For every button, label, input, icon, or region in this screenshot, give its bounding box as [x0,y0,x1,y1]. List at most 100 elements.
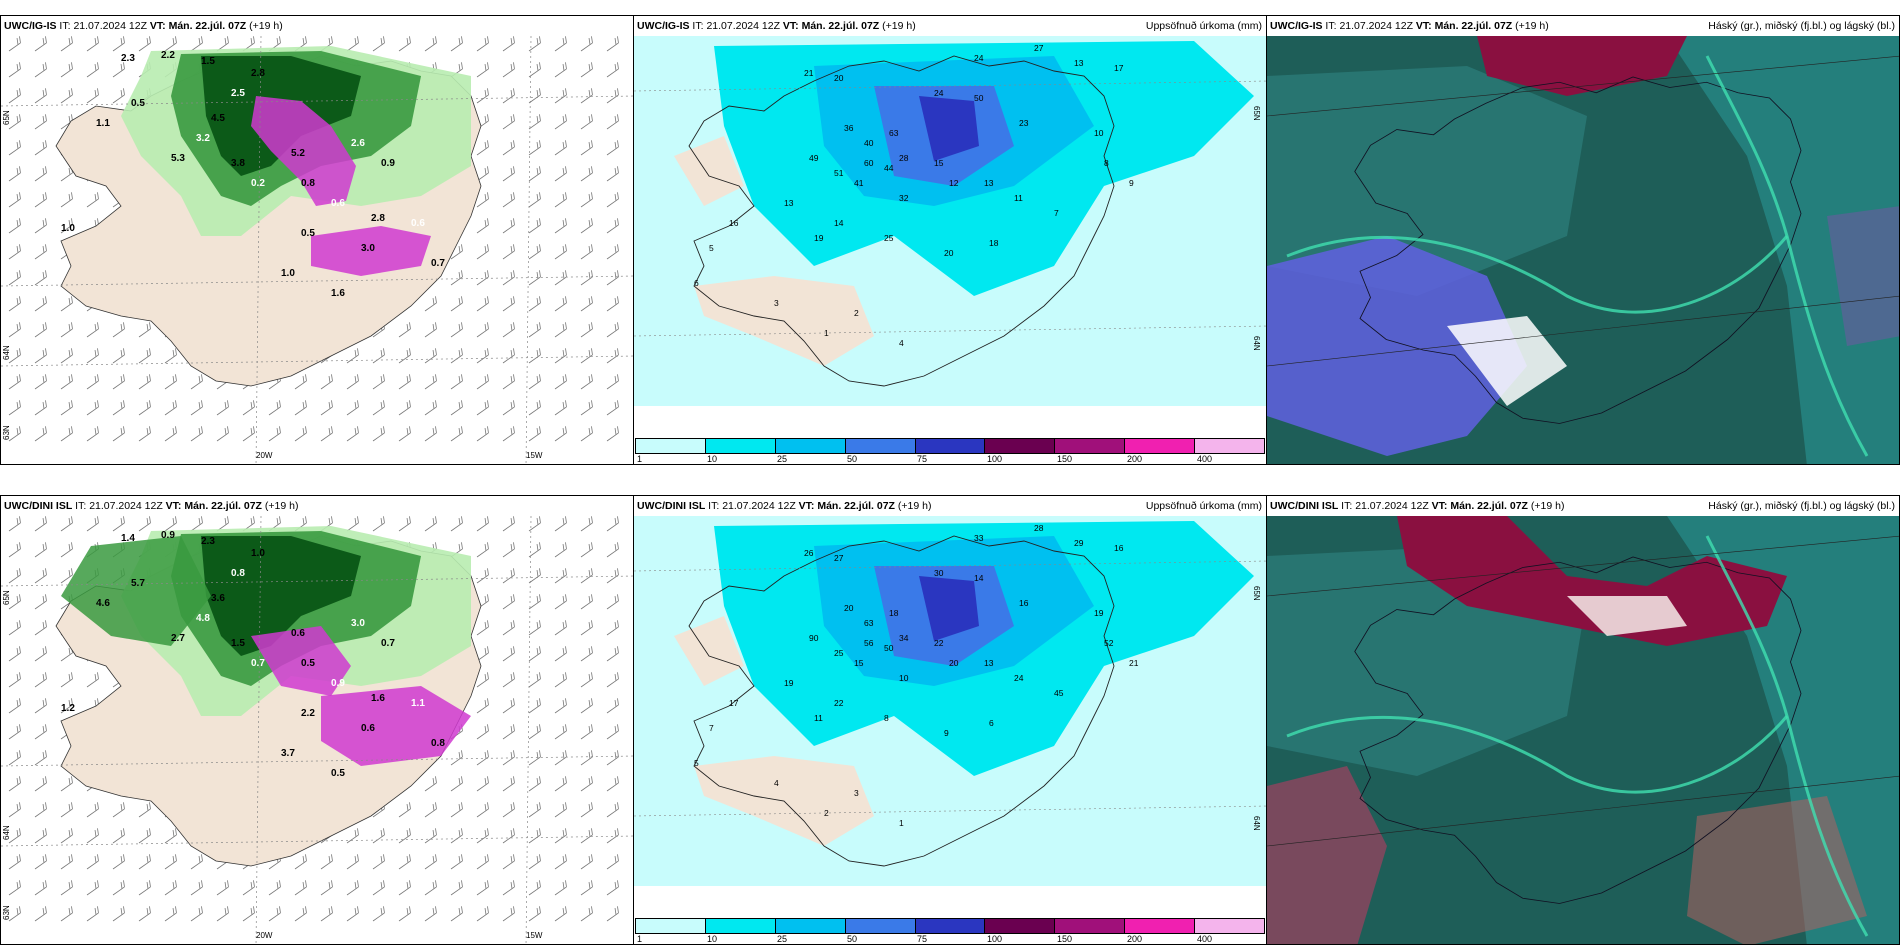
wind-barb [294,400,307,416]
precip-value-label: 20 [844,603,854,613]
barb-shaft [164,432,177,442]
wind-barb [528,568,541,584]
precip-value-label: 15 [854,658,864,668]
barb-shaft [60,198,73,208]
barb-shaft [424,834,437,844]
barb-flag [97,672,99,680]
wind-barb [34,62,47,78]
barb-shaft [528,522,541,532]
barb-shaft [554,834,567,844]
barb-shaft [60,406,73,416]
precip-value-label: 1.5 [201,56,215,67]
barb-flag [536,37,539,45]
wind-barb [86,672,99,688]
barb-flag [614,855,617,863]
barb-shaft [268,380,281,390]
barb-flag [458,803,461,811]
barb-flag [536,777,539,785]
barb-flag [617,62,619,70]
barb-shaft [554,406,567,416]
barb-flag [94,517,97,525]
barb-shaft [112,808,125,818]
precip-value-label: 1.5 [231,638,245,649]
wind-barb [450,750,463,766]
barb-shaft [8,120,21,130]
barb-flag [539,542,541,550]
precip-value-label: 1 [899,818,904,828]
wind-barb [86,516,99,532]
wind-barb [398,880,411,896]
barb-flag [562,375,565,383]
barb-shaft [606,328,619,338]
wind-barb [528,542,541,558]
wind-barb [346,854,359,870]
barb-shaft [476,224,489,234]
barb-flag [617,244,619,252]
wind-barb [606,114,619,130]
barb-flag [71,698,73,706]
barb-flag [253,36,255,44]
wind-barb [580,88,593,104]
lon-label: 20W [256,451,273,460]
barb-shaft [450,276,463,286]
barb-flag [68,881,71,889]
barb-flag [591,594,593,602]
barb-shaft [346,406,359,416]
barb-shaft [34,756,47,766]
barb-flag [591,426,593,434]
precip-legend [635,918,1265,934]
wind-barb [190,880,203,896]
wind-barb [34,296,47,312]
barb-shaft [372,860,385,870]
barb-flag [380,855,383,863]
barb-flag [383,426,385,434]
barb-flag [45,646,47,654]
barb-flag [19,348,21,356]
barb-shaft [554,250,567,260]
wind-barb [112,880,125,896]
wind-barb [398,348,411,364]
barb-flag [536,323,539,331]
wind-barb [580,270,593,286]
barb-shaft [268,860,281,870]
wind-barb [112,516,125,532]
barb-shaft [424,912,437,922]
precip-value-label: 18 [989,238,999,248]
barb-flag [487,348,489,356]
wind-barb [34,568,47,584]
barb-flag [45,192,47,200]
barb-flag [432,375,435,383]
wind-barb [86,854,99,870]
barb-flag [19,620,21,628]
wind-barb [476,724,489,740]
barb-shaft [554,42,567,52]
wind-barb [476,374,489,390]
barb-shaft [424,42,437,52]
barb-shaft [86,42,99,52]
barb-shaft [476,834,489,844]
barb-flag [409,348,411,356]
wind-barb [450,802,463,818]
barb-shaft [8,68,21,78]
barb-shaft [34,146,47,156]
barb-flag [536,245,539,253]
barb-flag [123,400,125,408]
precip-value-label: 18 [889,608,899,618]
precip-value-label: 21 [804,68,814,78]
barb-shaft [502,224,515,234]
barb-flag [536,569,539,577]
barb-flag [175,516,177,524]
barb-shaft [580,522,593,532]
precip-value-label: 2.3 [201,536,215,547]
wind-barb [112,828,125,844]
barb-shaft [580,834,593,844]
precip-value-label: 5.3 [171,153,185,164]
barb-shaft [554,548,567,558]
barb-flag [510,349,513,357]
barb-flag [16,777,19,785]
precip-value-label: 24 [1014,673,1024,683]
barb-flag [354,855,357,863]
barb-flag [42,245,45,253]
barb-flag [513,244,515,252]
barb-flag [484,777,487,785]
